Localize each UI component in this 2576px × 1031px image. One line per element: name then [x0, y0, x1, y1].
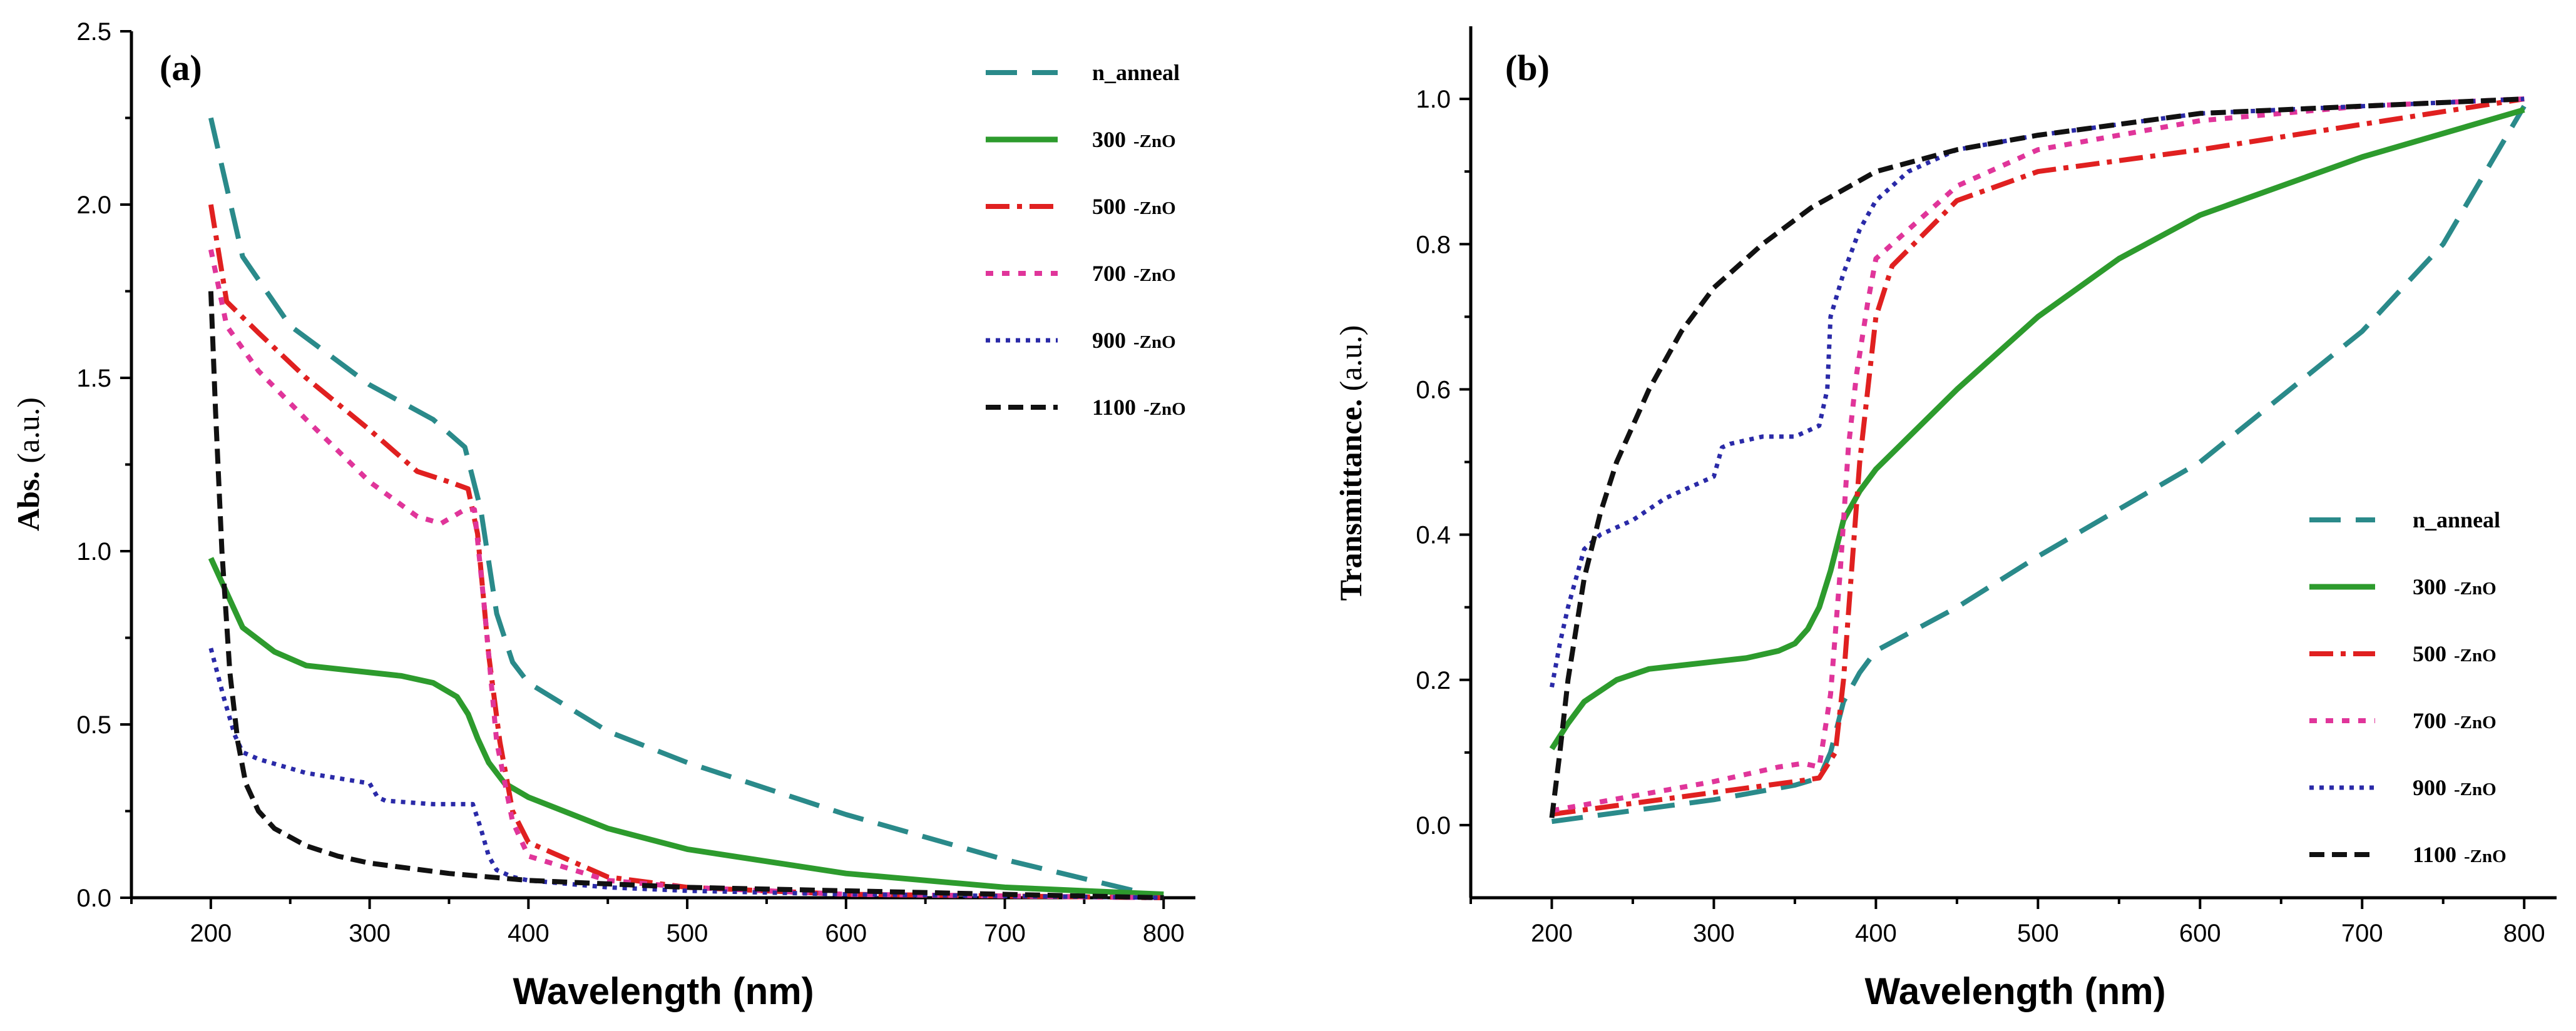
legend-label-main: 700 — [1092, 261, 1126, 286]
panel-a-legend-label-n-anneal: n_anneal — [1092, 60, 1180, 85]
legend-label-suffix: -ZnO — [1133, 198, 1176, 218]
panel-a-x-tick-label: 700 — [984, 920, 1026, 947]
panel-a-x-tick-label: 400 — [508, 920, 549, 947]
panel-a-x-tick-label: 200 — [190, 920, 232, 947]
panel-b-series-300 — [1549, 107, 2525, 751]
legend-label-main: 1100 — [1092, 395, 1136, 420]
legend-label-suffix: -ZnO — [2454, 780, 2497, 800]
panel-b-x-tick-label: 800 — [2503, 920, 2545, 947]
panel-b-legend-label-300: 300 -ZnO — [2413, 574, 2497, 599]
panel-a-series-500 — [208, 204, 1164, 900]
panel-a-y-tick-label: 2.5 — [76, 18, 111, 46]
panel-a-x-ticks: 200 300 400 500 600 700 800 — [130, 898, 1185, 947]
panel-a-x-axis-label: Wavelength (nm) — [513, 970, 814, 1012]
legend-label-main: 900 — [2413, 775, 2446, 800]
panel-b-label: (b) — [1505, 48, 1550, 88]
panel-a-legend-label-1100: 1100 -ZnO — [1092, 395, 1186, 420]
legend-label-suffix: -ZnO — [1133, 332, 1176, 352]
legend-label-main: 300 — [2413, 574, 2446, 599]
panel-b-x-tick-label: 300 — [1693, 920, 1735, 947]
panel-a-series-700 — [208, 249, 1164, 900]
panel-a-series-1100 — [208, 291, 1164, 900]
panel-a-legend-label-700: 700 -ZnO — [1092, 261, 1176, 286]
panel-a-x-tick-label: 600 — [825, 920, 867, 947]
legend-label-main: 500 — [2413, 641, 2446, 666]
panel-b-y-tick-label: 0.4 — [1416, 522, 1451, 549]
panel-b-y-ticks: 0.0 0.2 0.4 0.6 0.8 1.0 — [1416, 86, 1471, 840]
legend-label-main: n_anneal — [1092, 60, 1180, 85]
panel-b-y-tick-label: 0.6 — [1416, 376, 1451, 404]
panel-b-x-tick-label: 700 — [2341, 920, 2383, 947]
panel-b-series-n-anneal — [1551, 104, 2527, 825]
panel-a-x-tick-label: 500 — [667, 920, 708, 947]
panel-a-y-tick-label: 1.5 — [76, 365, 111, 392]
panel-b-legend-label-700: 700 -ZnO — [2413, 708, 2497, 733]
panel-b: 200 300 400 500 600 700 800 0.0 0.2 0.4 0.6 0.8 1.0… — [1333, 26, 2557, 1012]
panel-b-y-axis-label-unit: (a.u.) — [1333, 325, 1368, 392]
legend-label-main: 500 — [1092, 194, 1126, 219]
panel-b-series-500 — [1551, 96, 2525, 817]
panel-a-y-axis-label: Abs. (a.u.) — [11, 397, 46, 531]
panel-a-label: (a) — [160, 48, 202, 88]
panel-b-series-1100 — [1549, 96, 2525, 818]
panel-a-series — [208, 117, 1165, 900]
panel-a-legend-label-300: 300 -ZnO — [1092, 127, 1176, 152]
panel-b-y-axis-label: Transmittance. (a.u.) — [1333, 325, 1368, 601]
panel-b-y-tick-label: 0.0 — [1416, 812, 1451, 840]
panel-a-series-300 — [208, 557, 1164, 897]
panel-a-x-tick-label: 300 — [349, 920, 391, 947]
legend-label-suffix: -ZnO — [1133, 131, 1176, 151]
panel-b-y-tick-label: 0.8 — [1416, 231, 1451, 258]
panel-b-legend-label-1100: 1100 -ZnO — [2413, 842, 2507, 867]
legend-label-main: 900 — [1092, 328, 1126, 353]
panel-a-y-axis-label-main: Abs. — [11, 471, 46, 531]
panel-b-y-tick-label: 0.2 — [1416, 667, 1451, 694]
panel-b-x-ticks: 200 300 400 500 600 700 800 — [1469, 898, 2545, 947]
panel-a-y-tick-label: 0.0 — [76, 885, 111, 912]
panel-b-y-tick-label: 1.0 — [1416, 86, 1451, 113]
legend-label-main: 300 — [1092, 127, 1126, 152]
panel-a-y-tick-label: 0.5 — [76, 711, 111, 739]
legend-label-suffix: -ZnO — [1133, 265, 1176, 285]
panel-a: 200 300 400 500 600 700 800 0.0 0.5 1.0 1.5 2.0 2.5… — [11, 18, 1195, 1012]
panel-a-y-ticks: 0.0 0.5 1.0 1.5 2.0 2.5 — [76, 18, 131, 912]
legend-label-suffix: -ZnO — [2454, 579, 2497, 599]
panel-a-series-900 — [208, 648, 1164, 900]
panel-b-y-axis-label-main: Transmittance. — [1333, 399, 1368, 601]
legend-label-suffix: -ZnO — [1143, 399, 1186, 419]
panel-b-series — [1549, 96, 2527, 825]
panel-b-legend-label-900: 900 -ZnO — [2413, 775, 2497, 800]
panel-b-x-tick-label: 600 — [2179, 920, 2221, 947]
legend-label-suffix: -ZnO — [2454, 713, 2497, 733]
panel-a-legend-label-500: 500 -ZnO — [1092, 194, 1176, 219]
panel-b-legend-label-n-anneal: n_anneal — [2413, 507, 2500, 532]
panel-a-legend-label-900: 900 -ZnO — [1092, 328, 1176, 353]
legend-label-suffix: -ZnO — [2464, 846, 2507, 866]
panel-b-x-axis-label: Wavelength (nm) — [1864, 970, 2165, 1012]
panel-a-y-tick-label: 2.0 — [76, 191, 111, 219]
legend-label-main: 1100 — [2413, 842, 2456, 867]
legend-label-main: 700 — [2413, 708, 2446, 733]
panel-a-series-n-anneal — [208, 117, 1165, 900]
panel-b-x-tick-label: 200 — [1531, 920, 1573, 947]
panel-b-x-tick-label: 500 — [2017, 920, 2059, 947]
legend-label-main: n_anneal — [2413, 507, 2500, 532]
panel-b-x-tick-label: 400 — [1855, 920, 1897, 947]
legend-label-suffix: -ZnO — [2454, 646, 2497, 666]
panel-a-x-tick-label: 800 — [1143, 920, 1185, 947]
panel-b-legend-label-500: 500 -ZnO — [2413, 641, 2497, 666]
panel-a-y-tick-label: 1.0 — [76, 538, 111, 566]
panel-a-y-axis-label-unit: (a.u.) — [11, 397, 46, 464]
